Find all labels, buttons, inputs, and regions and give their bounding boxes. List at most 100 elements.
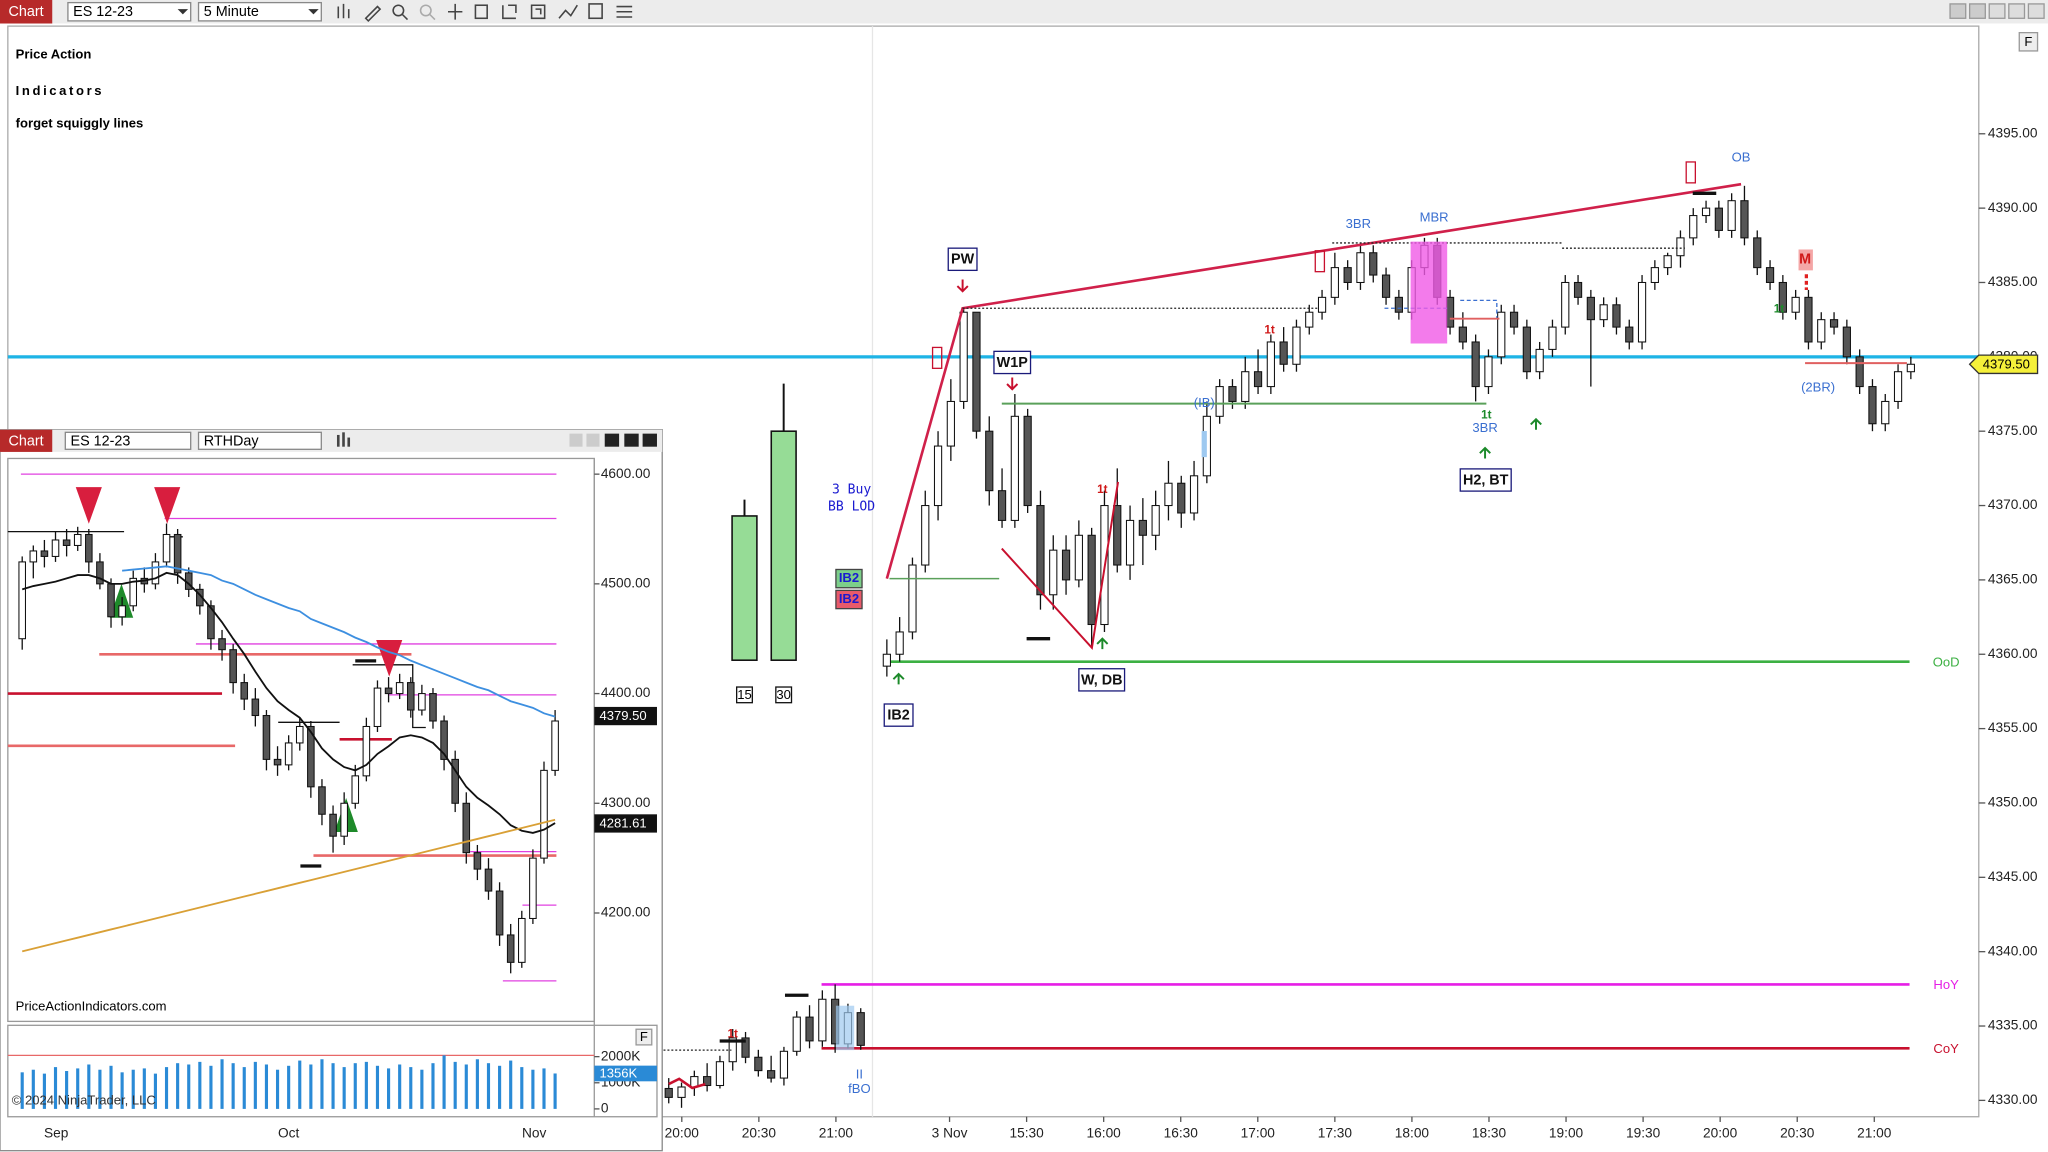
heading-line: Price Action xyxy=(16,46,92,61)
instrument-text: ES 12-23 xyxy=(73,4,133,20)
candle-body xyxy=(129,577,138,607)
heading-subtitle: forget squiggly lines xyxy=(16,116,144,131)
volume-bar xyxy=(331,1063,335,1109)
candle-body xyxy=(882,653,891,667)
volume-bar xyxy=(253,1061,257,1109)
candle-body xyxy=(73,533,82,546)
candle-body xyxy=(1151,505,1160,536)
x-tick-label: Nov xyxy=(522,1125,547,1140)
candle-body xyxy=(107,583,115,618)
volume-bar xyxy=(231,1063,235,1109)
candle-body xyxy=(818,998,827,1042)
y-tick-label: 4385.00 xyxy=(1988,274,2038,289)
volume-bar xyxy=(298,1060,302,1109)
volume-bar xyxy=(142,1068,146,1109)
chart-button[interactable] xyxy=(0,0,53,24)
candle-body xyxy=(506,934,515,963)
candle-body xyxy=(118,605,126,618)
volume-bar xyxy=(120,1072,124,1109)
candle-body xyxy=(1228,386,1237,402)
candle-body xyxy=(779,1050,789,1079)
candle-body xyxy=(677,1086,686,1098)
candle-body xyxy=(1586,296,1595,321)
volume-bar xyxy=(164,1067,169,1109)
candle-body xyxy=(262,714,271,760)
annotation: 3BR xyxy=(1346,216,1371,231)
candle-body xyxy=(805,1016,814,1042)
candle-body xyxy=(997,490,1007,521)
x-tick-label: 3 Nov xyxy=(932,1125,968,1140)
candle-body xyxy=(1036,505,1045,596)
candle-body xyxy=(495,890,504,936)
price-marker-label: 4379.50 xyxy=(600,708,647,723)
candle-body xyxy=(1010,415,1019,521)
mtf-label: 15 xyxy=(737,687,752,702)
candle-body xyxy=(29,550,38,563)
annotations: PW W1P W, DB IB2 H2, BT 3BR MBR OB M (2B… xyxy=(728,149,1836,1095)
candle-body xyxy=(1458,326,1467,343)
f-button[interactable] xyxy=(2018,31,2039,52)
candle-body xyxy=(1369,252,1378,276)
candle-body xyxy=(664,1087,673,1098)
annotation: IB2 xyxy=(887,708,909,724)
x-tick-label: 21:00 xyxy=(1857,1125,1892,1140)
annotation: 1t xyxy=(1264,324,1275,337)
x-tick-label: 20:00 xyxy=(665,1125,700,1140)
y-tick-label: 4400.00 xyxy=(601,685,651,700)
candle-body xyxy=(1445,296,1455,328)
volume-bar xyxy=(87,1064,91,1109)
candle-body xyxy=(418,693,426,711)
annotation: M xyxy=(1799,252,1811,268)
window-buttons[interactable] xyxy=(1949,3,2045,19)
annotation: H2, BT xyxy=(1463,472,1509,488)
price-marker-label: 4281.61 xyxy=(600,816,647,831)
candle-body xyxy=(51,539,60,557)
candle-body xyxy=(1650,267,1659,284)
annotation: 3 Buy xyxy=(832,482,871,497)
candle-body xyxy=(18,561,26,640)
volume-marker-label: 1356K xyxy=(600,1066,638,1081)
candle-body xyxy=(540,769,548,859)
candle-body xyxy=(1049,549,1058,596)
x-tick-label: 18:30 xyxy=(1472,1125,1507,1140)
price-marker xyxy=(1968,354,2039,375)
dropdown-arrow xyxy=(177,9,189,15)
volume-bar xyxy=(353,1063,357,1109)
candle-body xyxy=(395,682,404,695)
volume-bar xyxy=(264,1064,269,1109)
mtf-body xyxy=(731,515,758,661)
f-button-label: F xyxy=(640,1029,648,1044)
instrument-select[interactable] xyxy=(64,431,192,450)
candle-body xyxy=(96,561,104,585)
volume-bar xyxy=(553,1073,557,1109)
candle-body xyxy=(40,550,49,557)
volume-bar xyxy=(65,1071,69,1109)
candle-body xyxy=(440,720,448,760)
interval-select[interactable] xyxy=(197,1,322,22)
level-label: OoD xyxy=(1933,654,1960,669)
candle-body xyxy=(207,605,215,640)
candle-body xyxy=(295,725,304,744)
interval-text: 5 Minute xyxy=(204,4,259,20)
candle-body xyxy=(518,917,526,963)
y-tick-label: 4500.00 xyxy=(601,575,651,590)
interval-select[interactable] xyxy=(197,431,322,450)
candle-body xyxy=(484,868,493,892)
mtf-label-box xyxy=(775,686,793,704)
candle-body xyxy=(1740,200,1749,239)
candle-body xyxy=(728,1037,737,1063)
volume-bar xyxy=(509,1060,513,1109)
candle-body xyxy=(1599,304,1608,321)
candle-body xyxy=(1023,415,1032,507)
volume-bar xyxy=(20,1072,24,1109)
candle-body xyxy=(1241,371,1250,402)
instrument-select[interactable] xyxy=(67,1,192,22)
price-marker xyxy=(594,706,657,726)
candle-body xyxy=(856,1012,865,1046)
volume-bar xyxy=(409,1067,413,1109)
f-button[interactable] xyxy=(635,1028,653,1046)
inset-icons[interactable] xyxy=(336,432,657,447)
chart-button[interactable] xyxy=(0,429,53,452)
dropdown-arrow xyxy=(308,9,319,15)
toolbar-icons[interactable] xyxy=(337,3,633,23)
